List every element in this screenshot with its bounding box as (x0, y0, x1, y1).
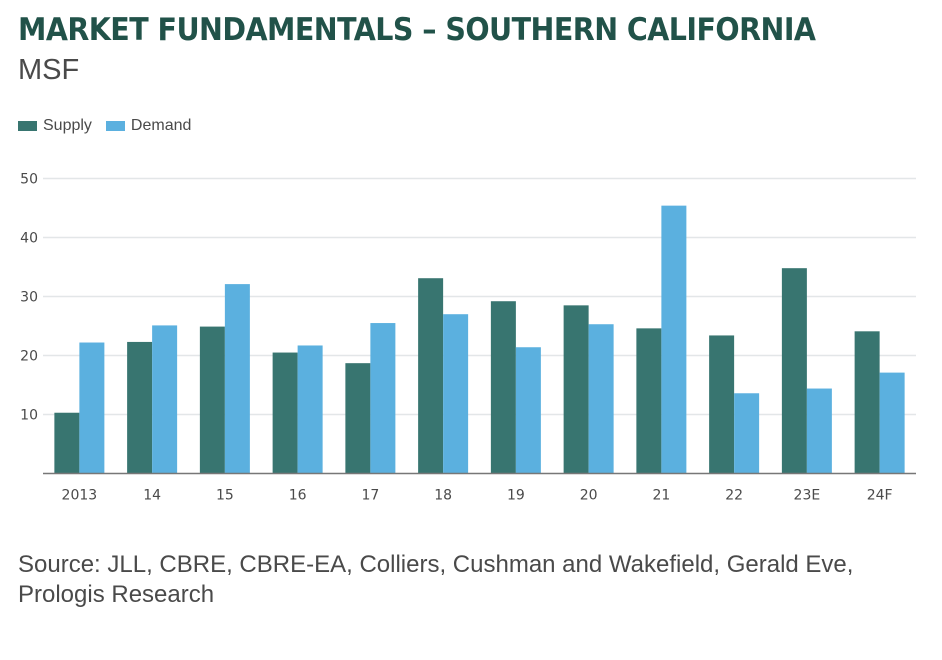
bar-demand-2013[interactable] (79, 342, 105, 474)
bar-demand-18[interactable] (443, 314, 469, 474)
x-tick-label: 24F (867, 488, 893, 504)
legend: Supply Demand (18, 117, 205, 135)
bar-supply-2013[interactable] (54, 412, 80, 474)
bar-demand-22[interactable] (734, 393, 760, 474)
bar-supply-18[interactable] (418, 278, 444, 474)
y-tick-label: 40 (20, 231, 38, 247)
bar-demand-15[interactable] (224, 284, 250, 474)
legend-label-demand: Demand (130, 117, 192, 134)
chart-subtitle-unit: MSF (18, 54, 80, 86)
x-tick-label: 18 (434, 488, 452, 504)
x-tick-label: 14 (143, 488, 161, 504)
bar-supply-17[interactable] (345, 363, 371, 474)
y-tick-label: 20 (20, 349, 38, 365)
y-tick-label: 10 (20, 408, 38, 424)
bar-chart: 10 20 30 40 50 2013 14 15 16 17 18 19 20 21 22 23E 24F (20, 172, 916, 504)
legend-swatch-supply (18, 121, 37, 131)
chart-title: MARKET FUNDAMENTALS – SOUTHERN CALIFORNI… (18, 12, 816, 48)
bar-demand-16[interactable] (297, 345, 323, 474)
bar-supply-15[interactable] (199, 326, 225, 474)
bar-supply-16[interactable] (272, 352, 298, 474)
bar-supply-20[interactable] (563, 305, 589, 474)
legend-item-supply[interactable]: Supply (18, 117, 92, 135)
bar-supply-14[interactable] (127, 341, 153, 474)
y-tick-label: 50 (20, 172, 38, 188)
x-tick-label: 19 (507, 488, 525, 504)
bar-demand-23e[interactable] (806, 388, 832, 474)
x-tick-label: 23E (794, 488, 821, 504)
bar-supply-21[interactable] (636, 328, 662, 474)
source-note: Source: JLL, CBRE, CBRE-EA, Colliers, Cu… (18, 551, 854, 608)
bar-supply-19[interactable] (490, 301, 516, 474)
x-tick-label: 17 (361, 488, 379, 504)
x-tick-label: 2013 (62, 488, 98, 504)
bar-demand-21[interactable] (661, 205, 687, 474)
legend-label-supply: Supply (43, 117, 92, 134)
bar-demand-24f[interactable] (879, 372, 905, 474)
gridlines (43, 177, 916, 416)
bars (54, 205, 905, 474)
x-tick-label: 20 (580, 488, 598, 504)
x-tick-label: 21 (652, 488, 670, 504)
x-axis-ticks: 2013 14 15 16 17 18 19 20 21 22 23E 24F (62, 488, 893, 504)
x-tick-label: 15 (216, 488, 234, 504)
bar-supply-24f[interactable] (854, 331, 880, 474)
bar-supply-23e[interactable] (781, 268, 807, 474)
x-tick-label: 16 (289, 488, 307, 504)
legend-swatch-demand (105, 121, 125, 131)
x-tick-label: 22 (725, 488, 743, 504)
bar-demand-19[interactable] (515, 347, 541, 474)
y-tick-label: 30 (20, 290, 38, 306)
bar-demand-17[interactable] (370, 323, 396, 474)
legend-item-demand[interactable]: Demand (105, 117, 192, 135)
y-axis-ticks: 10 20 30 40 50 (20, 172, 38, 424)
bar-demand-14[interactable] (152, 325, 178, 474)
bar-demand-20[interactable] (588, 324, 614, 474)
bar-supply-22[interactable] (709, 335, 735, 474)
